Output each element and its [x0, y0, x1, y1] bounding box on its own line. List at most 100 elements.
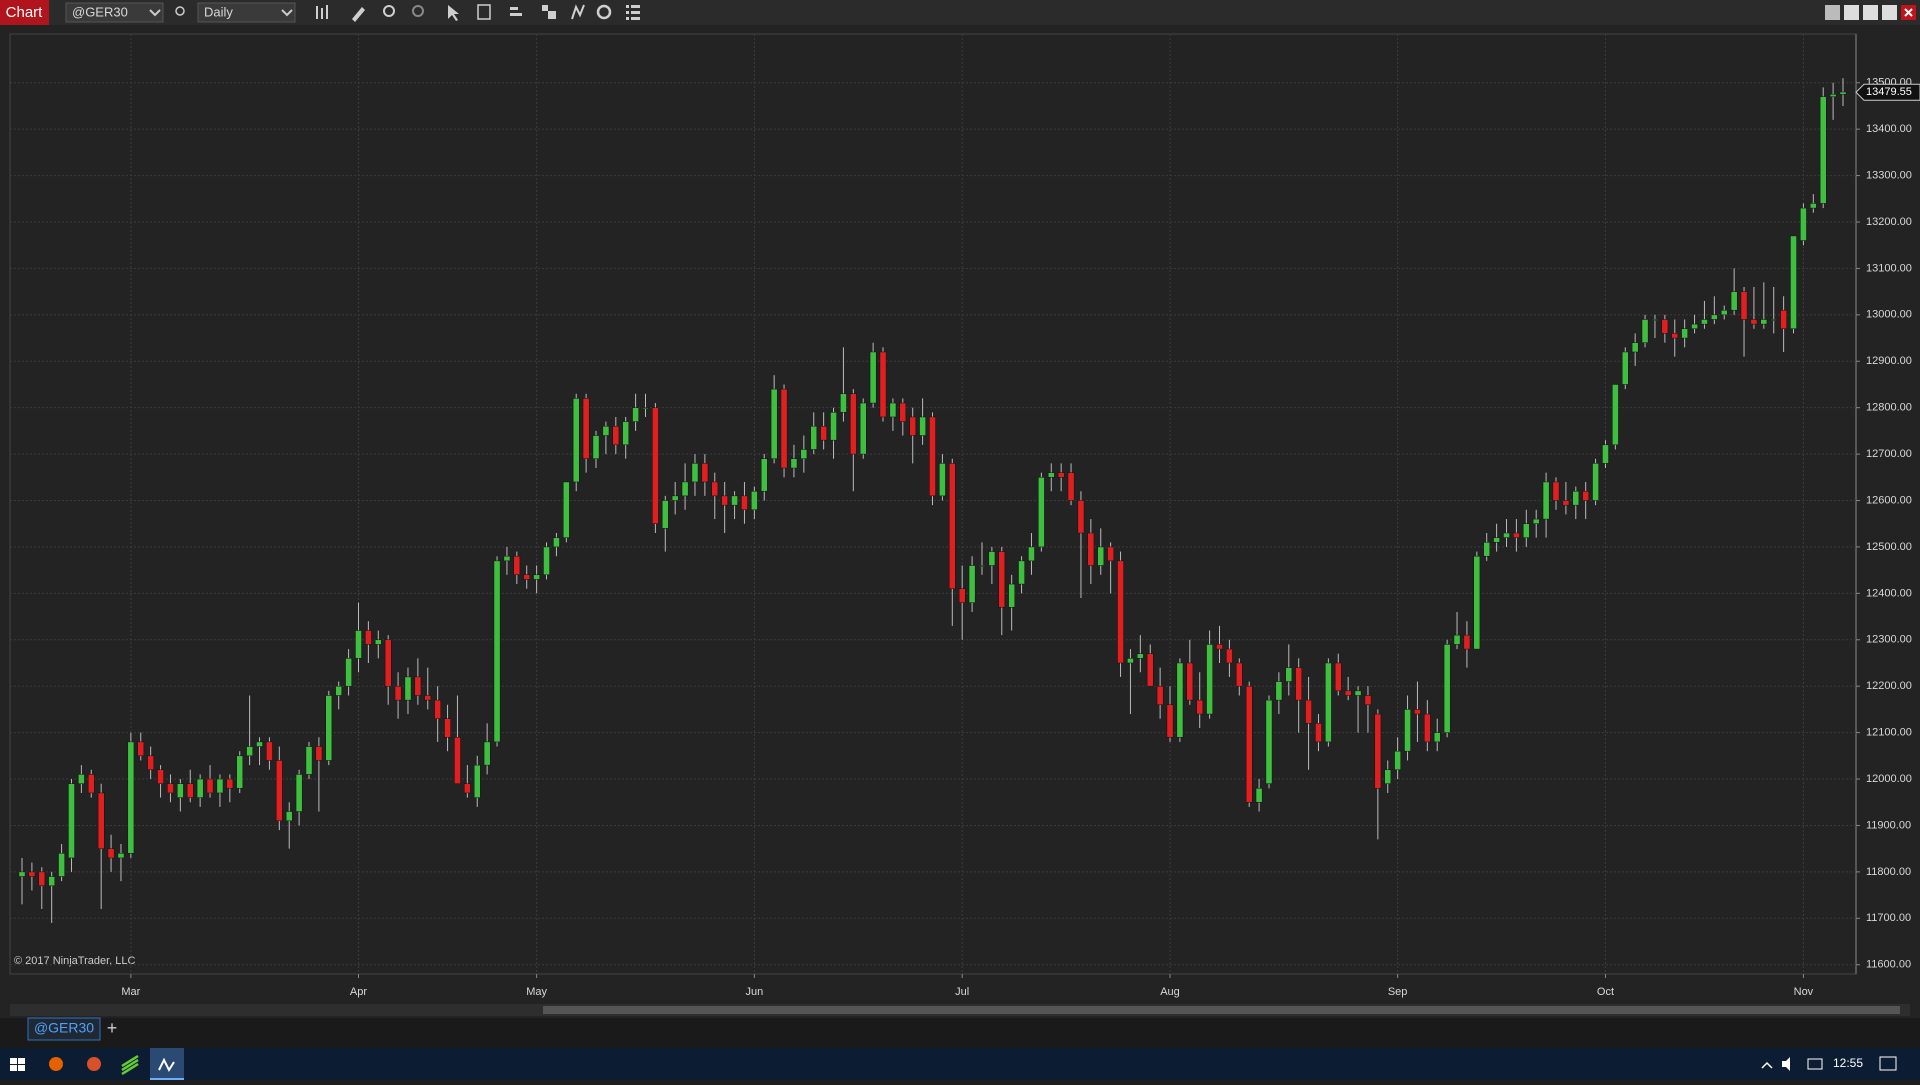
- candle-body: [661, 500, 669, 529]
- candle-body: [919, 416, 926, 436]
- chart-tab[interactable]: [27, 1017, 101, 1041]
- candle-body: [1839, 91, 1847, 95]
- candle-body: [28, 871, 36, 877]
- candle-body: [355, 630, 362, 659]
- candle-body: [1097, 546, 1105, 566]
- y-tick-label: 12800.00: [1866, 402, 1912, 414]
- window-tab-label: Chart: [6, 4, 44, 21]
- candle-body: [869, 351, 877, 404]
- candle-body: [1770, 319, 1778, 321]
- x-tick-label: Apr: [350, 986, 367, 998]
- network-icon[interactable]: [1807, 1058, 1823, 1070]
- interval-label: Daily: [204, 4, 233, 19]
- current-price-label: 13479.55: [1866, 86, 1912, 98]
- chart-tab-label: @GER30: [34, 1020, 94, 1036]
- instrument-select[interactable]: [65, 2, 164, 23]
- toolbar-icons[interactable]: [316, 4, 640, 22]
- scrollbar-thumb[interactable]: [543, 1006, 1900, 1014]
- candle-body: [939, 463, 946, 497]
- candle-body: [1433, 732, 1441, 743]
- candle-body: [1602, 444, 1609, 464]
- candle-body: [137, 741, 145, 757]
- candle-body: [464, 783, 471, 794]
- y-tick-label: 13300.00: [1866, 169, 1912, 181]
- candle-body: [1572, 490, 1580, 506]
- taskbar: [0, 1048, 1920, 1080]
- candle-body: [1206, 644, 1213, 715]
- candle-body: [1819, 96, 1827, 204]
- x-tick-label: May: [526, 986, 547, 998]
- candle-body: [1809, 203, 1817, 209]
- candle-body: [78, 774, 85, 784]
- candle-body: [374, 639, 382, 645]
- candle-body: [1226, 648, 1233, 664]
- candle-body: [1394, 750, 1401, 771]
- candle-body: [384, 639, 392, 687]
- candle-body: [533, 574, 540, 580]
- notifications-icon[interactable]: [1879, 1056, 1897, 1071]
- candle-body: [1354, 690, 1362, 696]
- tray-arrow[interactable]: [1761, 1061, 1773, 1069]
- candle-body: [1730, 291, 1738, 311]
- candle-body: [157, 769, 164, 784]
- candle-body: [1503, 532, 1510, 538]
- candle-body: [592, 435, 600, 459]
- y-tick-label: 11600.00: [1866, 959, 1911, 971]
- candle-body: [1028, 546, 1035, 562]
- candle-body: [1681, 328, 1688, 339]
- y-tick-label: 12700.00: [1866, 448, 1912, 460]
- candle-body: [830, 412, 837, 441]
- add-tab-button[interactable]: +: [107, 1018, 118, 1038]
- candle-body: [1513, 532, 1520, 538]
- y-tick-label: 12300.00: [1866, 634, 1912, 646]
- candle-body: [612, 425, 620, 446]
- candle-body: [1315, 723, 1322, 743]
- candle-body: [1750, 319, 1758, 325]
- app-icon[interactable]: [121, 1054, 139, 1076]
- candle-body: [1275, 681, 1283, 701]
- candle-body: [503, 555, 511, 562]
- candle-body: [899, 402, 907, 422]
- candle-body: [958, 588, 966, 603]
- candle-body: [335, 685, 343, 696]
- candle-body: [345, 658, 352, 687]
- candle-body: [1255, 788, 1263, 803]
- candle-body: [691, 463, 699, 483]
- candle-body: [1166, 704, 1174, 738]
- candle-body: [1295, 667, 1302, 701]
- candle-body: [1038, 477, 1045, 548]
- y-tick-label: 12500.00: [1866, 541, 1912, 553]
- candle-body: [1047, 472, 1055, 478]
- candle-body: [127, 741, 135, 854]
- window-tab[interactable]: [0, 0, 49, 25]
- candle-body: [602, 425, 610, 436]
- candle-body: [1542, 481, 1550, 520]
- window-controls[interactable]: [1825, 5, 1916, 20]
- start-button[interactable]: [10, 1058, 25, 1071]
- candle-body: [1325, 662, 1332, 743]
- instrument-label: @GER30: [72, 4, 128, 19]
- interval-select[interactable]: [197, 2, 296, 23]
- app-icon[interactable]: [87, 1057, 101, 1071]
- candle-body: [1691, 323, 1698, 330]
- candle-body: [147, 755, 154, 771]
- candle-body: [315, 746, 323, 761]
- candle-body: [48, 876, 56, 887]
- candle-body: [1612, 384, 1619, 446]
- y-tick-label: 12100.00: [1866, 727, 1912, 739]
- candle-body: [1711, 314, 1718, 320]
- firefox-icon[interactable]: [49, 1057, 63, 1071]
- candle-body: [711, 481, 719, 497]
- candle-body: [1641, 319, 1649, 343]
- candle-body: [572, 398, 580, 483]
- x-tick-label: Jun: [745, 986, 763, 998]
- candle-body: [1780, 309, 1787, 330]
- candle-body: [1661, 319, 1669, 334]
- volume-icon[interactable]: [1782, 1057, 1790, 1071]
- y-tick-label: 12200.00: [1866, 680, 1912, 692]
- candle-body: [394, 685, 402, 701]
- search-icon[interactable]: [175, 6, 185, 16]
- dropdown-arrow: [281, 9, 293, 17]
- dropdown-arrow: [149, 9, 161, 17]
